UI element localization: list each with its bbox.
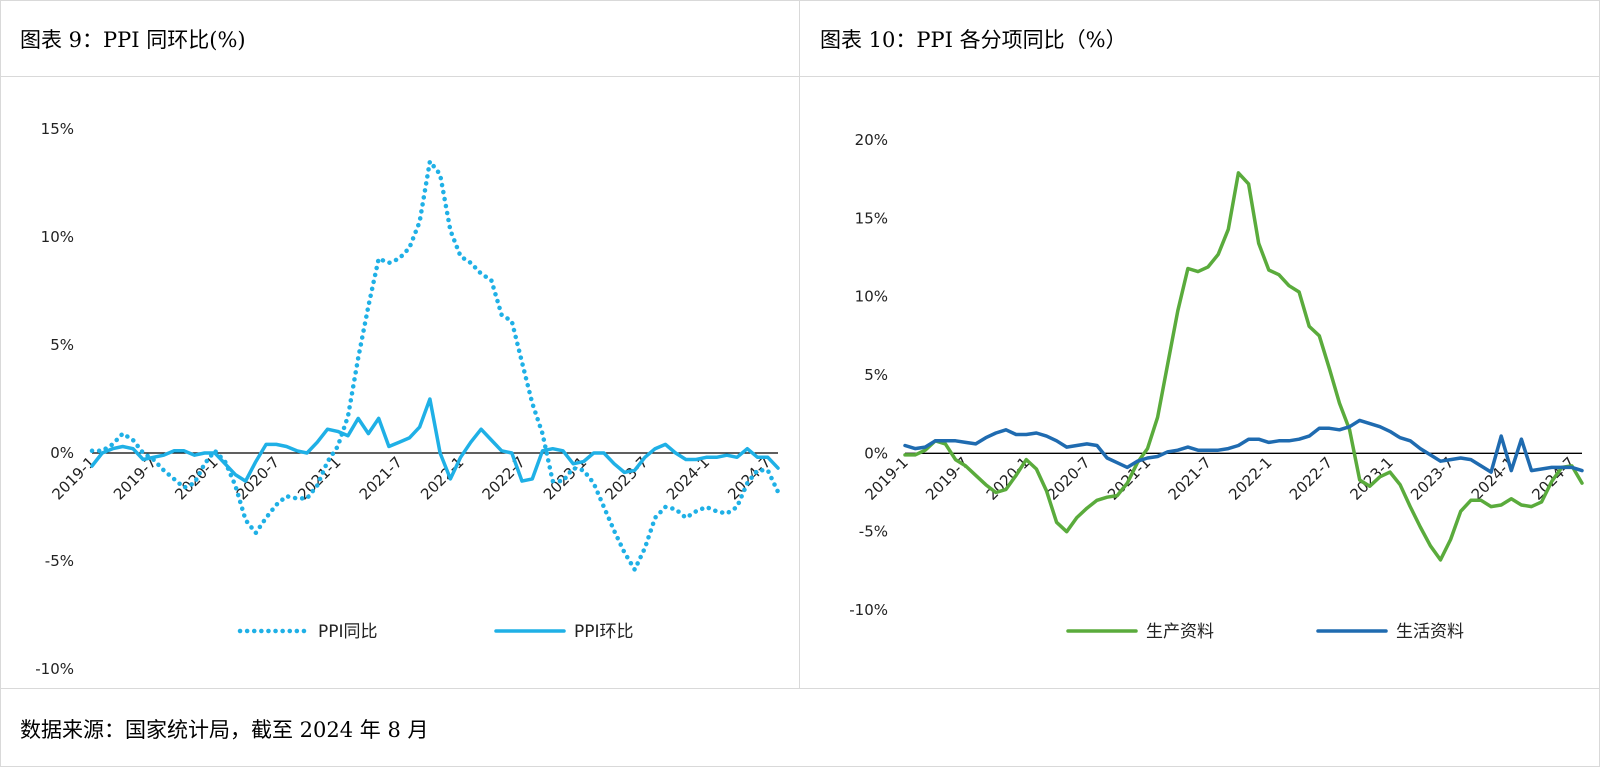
right-y-tick-label: 0% — [864, 444, 888, 462]
right-y-tick-label: 20% — [855, 131, 888, 149]
left-series-line-1 — [89, 159, 781, 572]
left-legend-label-1: PPI同比 — [318, 622, 378, 642]
right-y-tick-label: 15% — [855, 209, 888, 227]
left-chart-title: 图表 9：PPI 同环比(%) — [20, 28, 246, 52]
right-x-tick-label: 2019-7 — [922, 453, 972, 503]
left-y-tick-label: 15% — [41, 120, 74, 138]
right-x-tick-label: 2021-7 — [1165, 453, 1215, 503]
panel-divider — [799, 0, 800, 688]
right-series-line-1 — [903, 171, 1584, 562]
title-divider — [0, 76, 1600, 77]
right-y-tick-label: 5% — [864, 366, 888, 384]
right-y-tick-label: -10% — [849, 601, 888, 619]
source-note: 数据来源：国家统计局，截至 2024 年 8 月 — [20, 718, 429, 742]
right-series-line-2 — [903, 418, 1584, 474]
left-x-tick-label: 2021-7 — [356, 453, 406, 503]
left-y-tick-label: 10% — [41, 228, 74, 246]
right-y-tick-label: -5% — [859, 523, 888, 541]
left-legend-label-2: PPI环比 — [574, 622, 634, 642]
left-y-tick-label: -5% — [45, 552, 74, 570]
left-y-tick-label: -10% — [35, 660, 74, 678]
right-x-tick-label: 2023-1 — [1347, 453, 1397, 503]
right-x-tick-label: 2020-7 — [1043, 453, 1093, 503]
right-x-tick-label: 2022-1 — [1225, 453, 1275, 503]
right-y-tick-label: 10% — [855, 288, 888, 306]
ppi-components-chart: 20%15%10%5%0%-5%-10%2019-1 2019-7 2020-1 20… — [849, 131, 1584, 642]
right-legend-label-2: 生活资料 — [1396, 622, 1464, 642]
footer-divider — [0, 688, 1600, 689]
left-y-tick-label: 5% — [50, 336, 74, 354]
right-x-tick-label: 2022-7 — [1286, 453, 1336, 503]
right-legend-label-1: 生产资料 — [1146, 622, 1214, 642]
left-y-tick-label: 0% — [50, 444, 74, 462]
left-series-line-2 — [90, 397, 780, 483]
ppi-yoy-mom-chart: 15%10%5%0%-5%-10%2019-1 2019-7 2020-1 2020-… — [35, 120, 781, 678]
right-chart-title: 图表 10：PPI 各分项同比（%） — [820, 28, 1127, 52]
